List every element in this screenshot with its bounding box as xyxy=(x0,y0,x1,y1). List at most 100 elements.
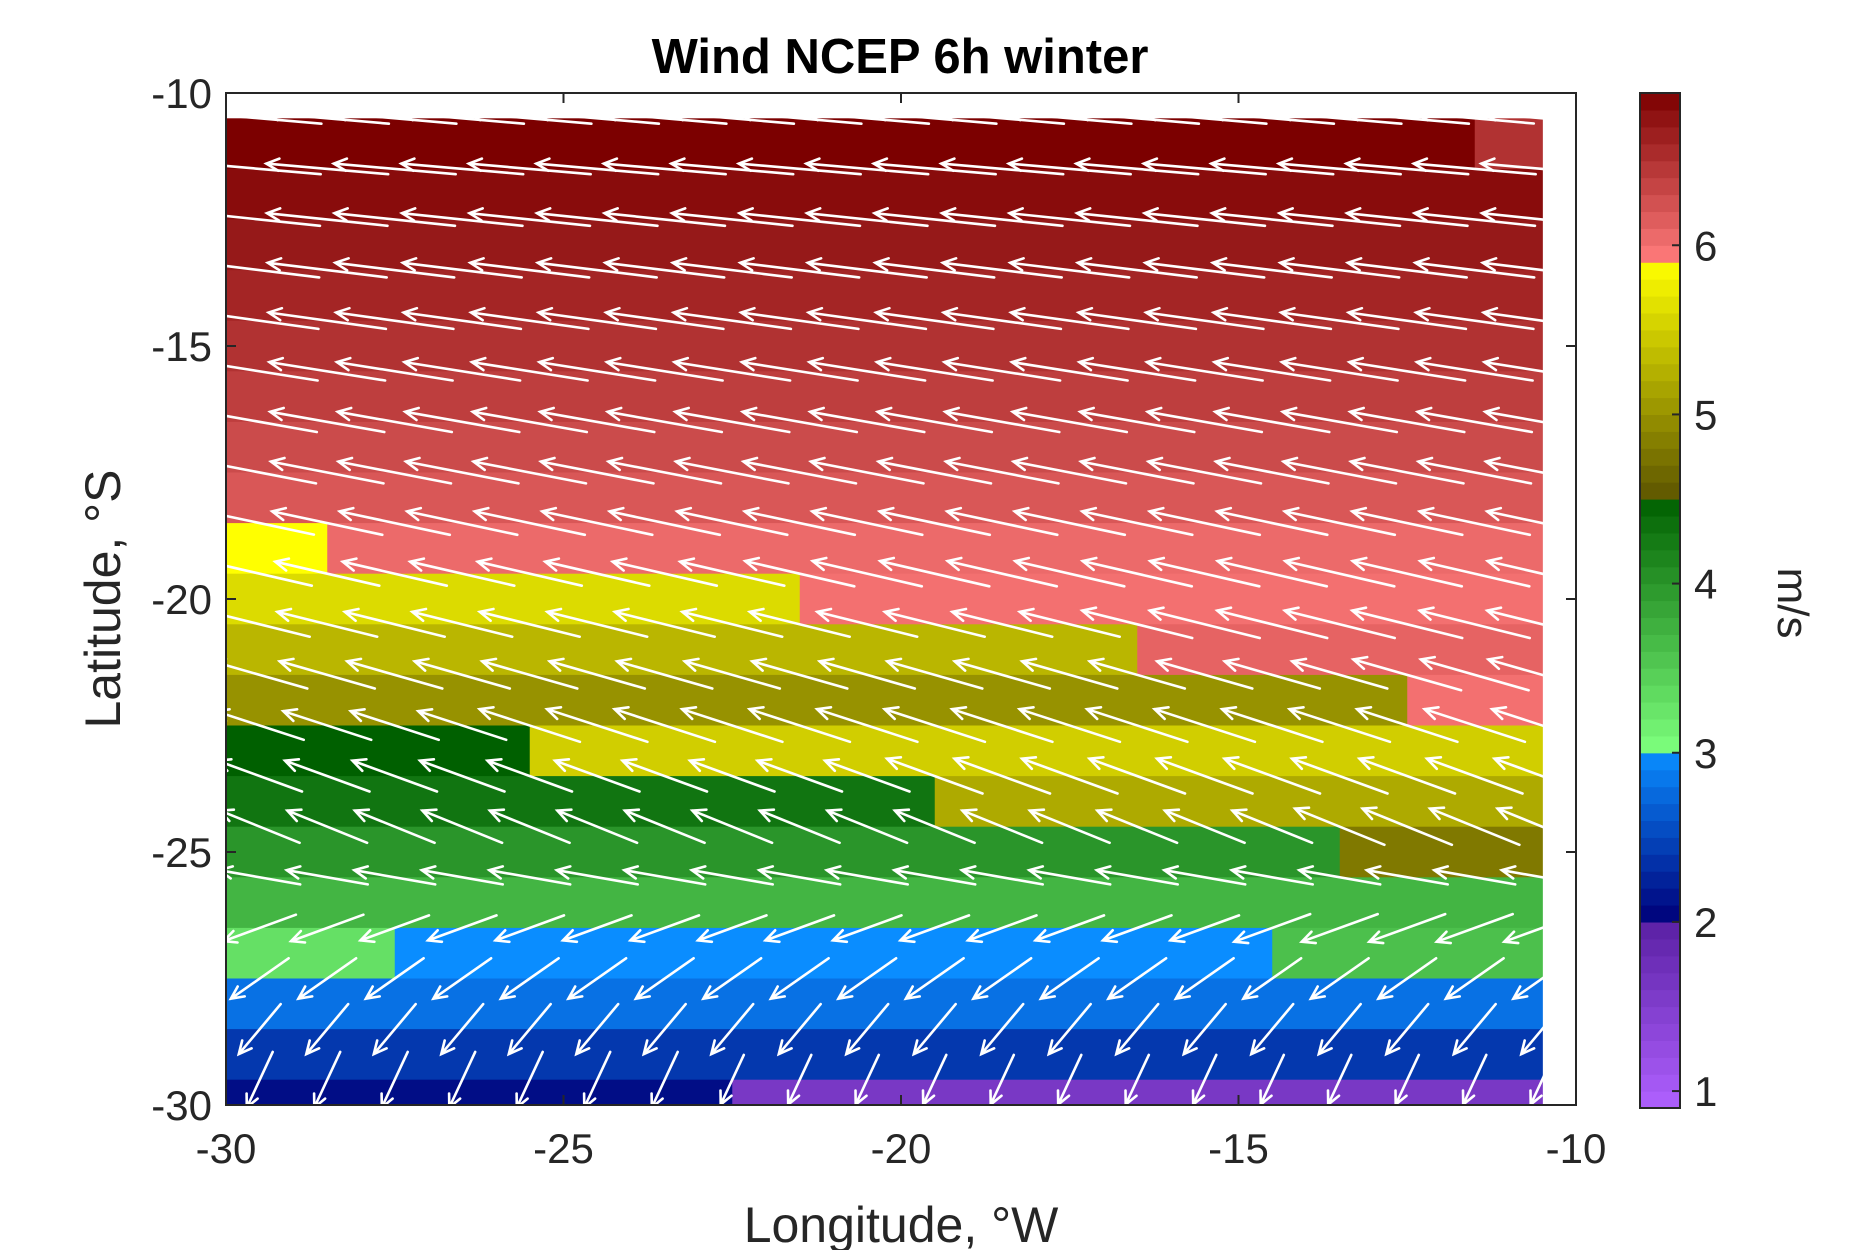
wind-arrow xyxy=(737,257,861,279)
colorbar-swatch xyxy=(1640,566,1680,585)
colorbar-swatch xyxy=(1640,228,1680,246)
wind-arrow xyxy=(447,1050,477,1111)
wind-arrow xyxy=(1079,506,1194,537)
wind-arrow xyxy=(1498,865,1584,886)
wind-arrow xyxy=(1347,406,1466,434)
colorbar-swatch xyxy=(1640,685,1680,703)
wind-arrow xyxy=(486,865,572,886)
wind-arrow xyxy=(1142,257,1266,279)
wind-arrow xyxy=(1510,957,1573,1001)
wind-arrow xyxy=(534,257,658,279)
wind-arrow xyxy=(1105,957,1168,1001)
colorbar-swatch xyxy=(1640,1057,1680,1075)
colorbar-swatch xyxy=(1640,465,1680,483)
wind-arrow xyxy=(1411,207,1537,228)
wind-arrow xyxy=(471,506,587,537)
wind-arrow xyxy=(544,607,649,638)
wind-arrow xyxy=(674,506,789,537)
wind-arrow xyxy=(284,808,369,845)
wind-arrow xyxy=(1016,607,1121,638)
wind-arrow xyxy=(1211,356,1332,382)
wind-arrow xyxy=(679,706,784,744)
wind-arrow xyxy=(875,456,993,485)
colorbar-swatch xyxy=(1640,972,1680,991)
wind-arrow xyxy=(611,706,717,744)
wind-arrow xyxy=(1100,914,1173,944)
wind-arrow xyxy=(611,607,716,638)
wind-arrow xyxy=(582,1050,612,1111)
wind-arrow xyxy=(911,1002,957,1057)
wind-arrow xyxy=(263,157,390,176)
wind-arrow xyxy=(331,207,457,228)
wind-arrow xyxy=(601,207,727,228)
wind-arrow xyxy=(1231,912,1312,945)
wind-arrow xyxy=(332,257,456,279)
wind-arrow xyxy=(417,758,506,793)
wind-arrow xyxy=(903,957,965,1001)
wind-arrow xyxy=(1209,257,1333,279)
wind-arrow xyxy=(1077,406,1196,434)
wind-arrow xyxy=(1011,506,1127,537)
wind-arrow xyxy=(1008,306,1130,331)
x-tick-label: -25 xyxy=(533,1125,594,1172)
wind-arrow xyxy=(1478,157,1605,176)
wind-arrow xyxy=(535,306,658,331)
wind-arrow xyxy=(312,1050,342,1111)
wind-arrow xyxy=(1501,912,1582,945)
colorbar-tick-label: 5 xyxy=(1694,391,1717,438)
colorbar-swatch xyxy=(1640,329,1680,348)
wind-arrow xyxy=(536,356,657,382)
y-tick-label: -30 xyxy=(151,1082,212,1129)
wind-arrow xyxy=(537,406,656,434)
y-axis-ticks: -10 -15 -20 -25 -30 xyxy=(151,70,1576,1129)
colorbar-tick-label: 1 xyxy=(1694,1068,1717,1115)
wind-arrow xyxy=(439,1002,485,1057)
wind-arrow xyxy=(802,106,931,125)
colorbar-swatch xyxy=(1640,837,1680,855)
wind-arrow xyxy=(1073,157,1200,176)
wind-arrow xyxy=(1006,207,1132,228)
wind-arrow xyxy=(872,257,996,279)
wind-arrow xyxy=(560,914,633,944)
wind-arrow xyxy=(965,914,1038,944)
wind-arrow xyxy=(1141,207,1267,228)
wind-arrow xyxy=(1084,706,1189,744)
wind-arrow xyxy=(1349,606,1464,640)
wind-arrow xyxy=(1350,655,1463,692)
wind-arrow xyxy=(264,207,389,228)
wind-arrow xyxy=(735,157,862,176)
wind-arrow xyxy=(1421,706,1527,744)
wind-arrow xyxy=(940,306,1063,331)
wind-arrow xyxy=(1078,456,1195,485)
wind-arrow xyxy=(1005,157,1132,176)
wind-arrow xyxy=(939,207,1064,228)
colorbar-swatch xyxy=(1640,312,1680,331)
wind-arrow xyxy=(1483,456,1600,485)
colorbar-swatch xyxy=(1640,905,1680,923)
wind-arrow xyxy=(1424,756,1524,795)
wind-arrow xyxy=(1519,1002,1565,1057)
wind-arrow xyxy=(891,865,977,886)
colorbar-swatch xyxy=(1640,160,1680,179)
colorbar-swatch xyxy=(1640,634,1680,652)
wind-arrow xyxy=(949,706,1054,744)
wind-arrow xyxy=(1079,556,1194,588)
wind-arrow xyxy=(1026,865,1112,886)
wind-arrow xyxy=(1114,1002,1160,1057)
wind-arrow xyxy=(671,356,792,382)
colorbar-swatch xyxy=(1640,989,1680,1008)
wind-arrow xyxy=(873,306,995,331)
wind-arrow xyxy=(468,306,590,331)
wind-arrow xyxy=(544,706,649,744)
wind-arrow xyxy=(762,914,836,944)
y-tick-label: -10 xyxy=(151,70,212,117)
colorbar-swatch xyxy=(1640,668,1680,686)
wind-arrow xyxy=(1278,306,1400,331)
wind-arrow xyxy=(264,257,388,279)
wind-arrow xyxy=(939,257,1063,279)
wind-arrow xyxy=(874,406,994,434)
speed-cell xyxy=(226,1079,733,1106)
wind-arrow xyxy=(746,706,852,744)
wind-arrow xyxy=(650,1050,679,1111)
